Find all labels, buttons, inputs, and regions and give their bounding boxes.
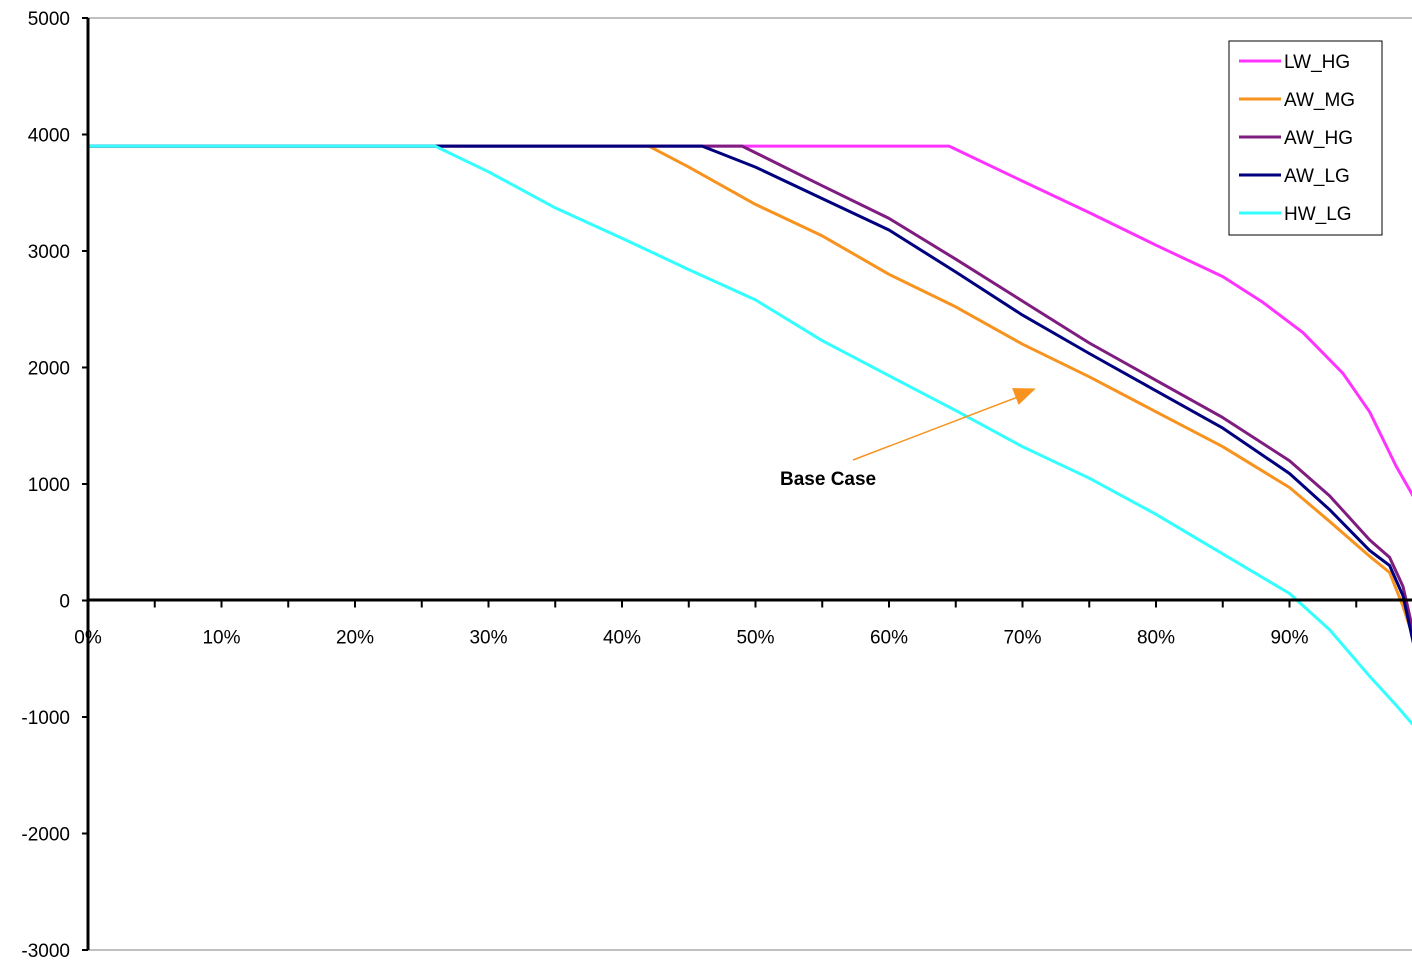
y-tick-label: -3000 — [21, 941, 70, 960]
series-layer — [88, 144, 1412, 726]
y-tick-label: -2000 — [21, 825, 70, 846]
annotation-arrow-line — [852, 394, 1023, 461]
legend: LW_HG AW_MG AW_HG AW_LG HW_LG — [1228, 40, 1383, 236]
x-tick-label: 80% — [1137, 628, 1175, 649]
ticks-layer: 5000 4000 3000 2000 1000 0 -1000 -2000 -3000 0% 10… — [21, 9, 1358, 960]
annotation-arrow-head — [1012, 388, 1036, 405]
y-tick-label: 5000 — [28, 9, 70, 30]
legend-label: AW_HG — [1284, 128, 1353, 149]
series-line-aw-lg — [88, 144, 1412, 644]
x-tick-label: 50% — [736, 628, 774, 649]
y-tick-label: 3000 — [28, 242, 70, 263]
series-line-hw-lg — [88, 144, 1412, 726]
plot-area — [88, 17, 1412, 951]
legend-label: AW_MG — [1284, 90, 1355, 111]
x-tick-label: 90% — [1270, 628, 1308, 649]
y-tick-label: -1000 — [21, 708, 70, 729]
annotation-layer: Base Case — [780, 388, 1036, 490]
axes-layer — [86, 18, 1412, 950]
x-tick-label: 10% — [202, 628, 240, 649]
annotation-label: Base Case — [780, 469, 876, 490]
legend-label: LW_HG — [1284, 52, 1350, 73]
y-tick-label: 2000 — [28, 359, 70, 380]
y-tick-label: 1000 — [28, 475, 70, 496]
legend-label: HW_LG — [1284, 204, 1352, 225]
series-line-aw-hg — [88, 144, 1412, 633]
legend-label: AW_LG — [1284, 166, 1350, 187]
x-tick-label: 60% — [870, 628, 908, 649]
y-tick-label: 4000 — [28, 126, 70, 147]
x-tick-label: 40% — [603, 628, 641, 649]
series-line-lw-hg — [88, 144, 1412, 497]
x-tick-label: 70% — [1003, 628, 1041, 649]
y-tick-label: 0 — [59, 592, 70, 613]
x-tick-label: 20% — [336, 628, 374, 649]
x-tick-label: 30% — [469, 628, 507, 649]
x-tick-label: 0% — [74, 628, 102, 649]
series-line-aw-mg — [88, 144, 1412, 639]
